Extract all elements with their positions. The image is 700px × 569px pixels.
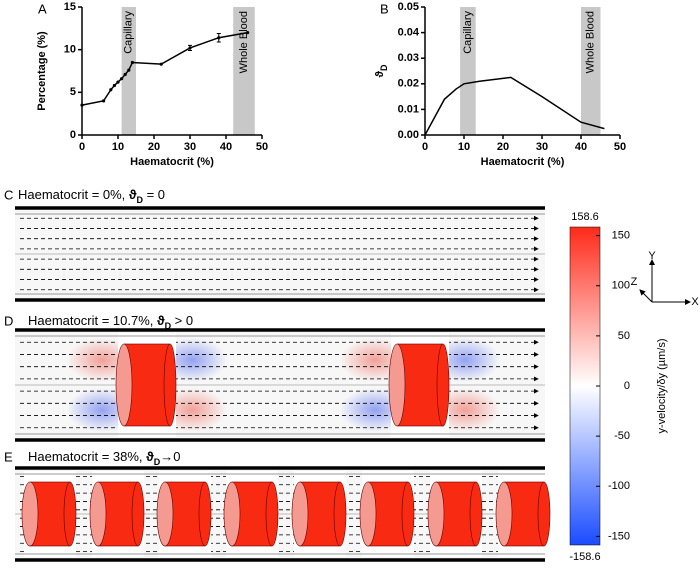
- cell-back: [163, 343, 177, 427]
- x-axis-label: Haematocrit (%): [130, 156, 214, 168]
- x-tick-label: 0: [79, 141, 85, 153]
- cell-back: [537, 481, 551, 547]
- point: [80, 103, 84, 107]
- cell-back: [469, 481, 483, 547]
- point: [112, 83, 116, 88]
- y-tick-label: 0.01: [398, 103, 419, 115]
- point: [102, 99, 106, 103]
- panel-title: Haematocrit = 10.7%, ϑD > 0: [28, 313, 193, 331]
- x-tick-label: 0: [422, 141, 428, 153]
- point: [130, 60, 134, 65]
- y-tick-label: 0: [70, 129, 76, 141]
- panel-title: Haematocrit = 0%, ϑD = 0: [18, 187, 165, 205]
- band: [460, 7, 476, 135]
- cell-back: [198, 481, 212, 547]
- error-bar: [188, 44, 192, 52]
- colorbar-tick-label: -150: [608, 530, 630, 542]
- colorbar-tick-label: -100: [608, 480, 630, 492]
- point: [127, 68, 131, 72]
- x-axis-label: Haematocrit (%): [481, 156, 565, 168]
- x-tick-label: 50: [256, 141, 268, 153]
- colorbar-tick-label: 150: [612, 230, 630, 242]
- x-tick-label: 10: [458, 141, 470, 153]
- cell-face: [89, 481, 107, 547]
- colorbar-tick-label: 0: [624, 380, 630, 392]
- x-tick-label: 20: [497, 141, 509, 153]
- cell-back: [63, 481, 77, 547]
- y-axis-label-text: ϑ: [374, 70, 386, 77]
- cell-face: [223, 481, 241, 547]
- cell-face: [359, 481, 377, 547]
- cell-face: [388, 343, 406, 427]
- cell-face: [495, 481, 513, 547]
- y-tick-label: 0.04: [398, 27, 420, 39]
- axes-icon: [640, 262, 688, 303]
- point: [109, 88, 113, 92]
- band-label: Capillary: [462, 11, 474, 54]
- colorbar-max: 158.6: [571, 211, 599, 223]
- point: [159, 62, 163, 66]
- cell-face: [427, 481, 445, 547]
- y-tick-label: 5: [70, 86, 76, 98]
- point: [116, 80, 120, 84]
- axis-name: Y: [648, 250, 656, 262]
- y-tick-label: 10: [64, 44, 76, 56]
- colorbar-min: -158.6: [569, 551, 600, 563]
- y-axis-label-text: Percentage (%): [36, 31, 48, 111]
- error-bar: [216, 32, 221, 43]
- x-tick-label: 40: [575, 141, 587, 153]
- axis-name: Z: [631, 276, 638, 288]
- x-tick-label: 40: [220, 141, 232, 153]
- y-axis-label-sub: D: [379, 64, 389, 71]
- band-label: Capillary: [123, 11, 135, 54]
- x-tick-label: 20: [148, 141, 160, 153]
- cell-face: [156, 481, 174, 547]
- cell-back: [333, 481, 347, 547]
- colorbar: [569, 226, 601, 546]
- y-tick-label: 15: [64, 1, 76, 13]
- point: [246, 30, 250, 35]
- y-tick-label: 0.00: [398, 129, 419, 141]
- point: [123, 72, 127, 77]
- cell-back: [131, 481, 145, 547]
- y-tick-label: 0.03: [398, 52, 419, 64]
- x-tick-label: 30: [536, 141, 548, 153]
- cell-back: [265, 481, 279, 547]
- colorbar-label: y-velocity/δy (µm/s): [656, 339, 668, 434]
- y-tick-label: 0.02: [398, 78, 419, 90]
- panel-label: E: [4, 449, 13, 464]
- cell-back: [401, 481, 415, 547]
- line: [81, 31, 248, 106]
- point: [120, 77, 124, 81]
- cell-face: [115, 343, 133, 427]
- y-axis-label: ϑD: [374, 64, 389, 77]
- cell-face: [291, 481, 309, 547]
- band: [581, 7, 601, 135]
- line: [424, 76, 605, 136]
- panel-label: B: [380, 1, 389, 16]
- y-axis-label: Percentage (%): [36, 31, 48, 111]
- colorbar-tick-label: 100: [612, 280, 630, 292]
- x-tick-label: 30: [184, 141, 196, 153]
- band-label: Whole Blood: [585, 11, 597, 73]
- cell-back: [436, 343, 450, 427]
- axis-name: X: [691, 296, 699, 308]
- colorbar-tick-label: -50: [614, 430, 630, 442]
- panel-label: A: [38, 1, 47, 16]
- band-label: Whole Blood: [238, 11, 250, 73]
- cell-face: [21, 481, 39, 547]
- panel-label: D: [4, 313, 13, 328]
- colorbar-tick-label: 50: [618, 330, 630, 342]
- x-tick-label: 50: [614, 141, 626, 153]
- panel-title: Haematocrit = 38%, ϑD→0: [28, 449, 180, 467]
- band: [233, 7, 255, 135]
- x-tick-label: 10: [112, 141, 124, 153]
- panel-label: C: [4, 187, 13, 202]
- y-tick-label: 0.05: [398, 1, 419, 13]
